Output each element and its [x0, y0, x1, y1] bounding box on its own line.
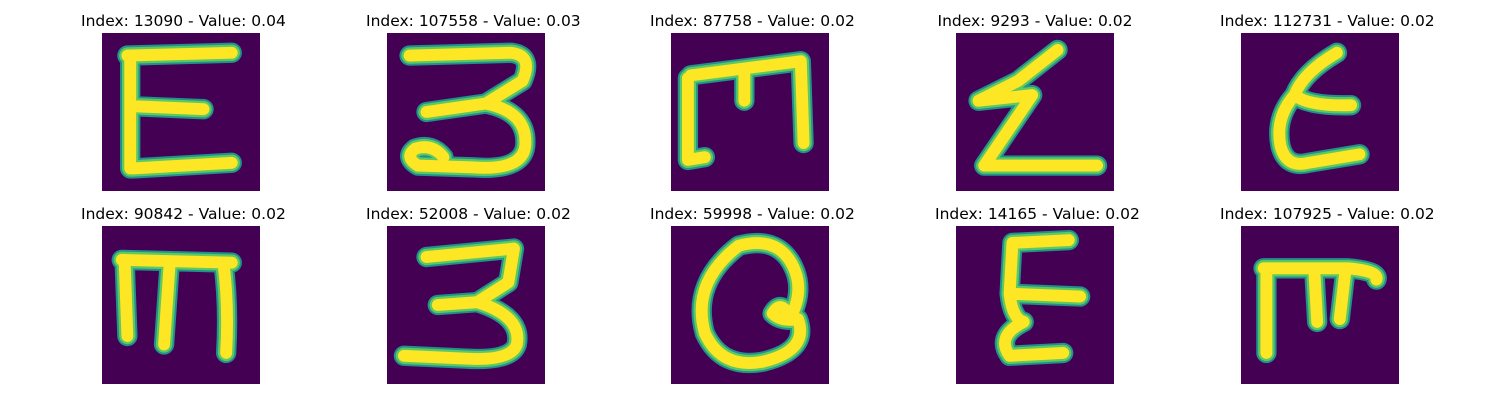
panel-4: Index: 9293 - Value: 0.02: [935, 11, 1135, 191]
letter-image: [956, 226, 1114, 384]
panel-title: Index: 59998 - Value: 0.02: [650, 205, 855, 223]
letter-image: [671, 33, 829, 191]
panel-5: Index: 112731 - Value: 0.02: [1220, 11, 1435, 191]
panel-title: Index: 90842 - Value: 0.02: [81, 205, 286, 223]
panel-title: Index: 107558 - Value: 0.03: [366, 12, 581, 30]
panel-1: Index: 13090 - Value: 0.04: [81, 11, 286, 191]
panel-10: Index: 107925 - Value: 0.02: [1220, 204, 1435, 384]
panel-6: Index: 90842 - Value: 0.02: [81, 204, 286, 384]
letter-image: [387, 33, 545, 191]
letter-image: [1241, 226, 1399, 384]
panel-9: Index: 14165 - Value: 0.02: [935, 204, 1140, 384]
panel-title: Index: 87758 - Value: 0.02: [650, 12, 855, 30]
letter-image: [1241, 33, 1399, 191]
panel-title: Index: 112731 - Value: 0.02: [1220, 12, 1435, 30]
letter-image: [671, 226, 829, 384]
panel-title: Index: 9293 - Value: 0.02: [937, 12, 1133, 30]
panel-title: Index: 13090 - Value: 0.04: [81, 12, 286, 30]
panel-2: Index: 107558 - Value: 0.03: [366, 11, 581, 191]
letter-image: [102, 33, 260, 191]
letter-image: [956, 33, 1114, 191]
panel-8: Index: 59998 - Value: 0.02: [650, 204, 855, 384]
panel-title: Index: 14165 - Value: 0.02: [935, 205, 1140, 223]
panel-title: Index: 107925 - Value: 0.02: [1220, 205, 1435, 223]
panel-7: Index: 52008 - Value: 0.02: [366, 204, 571, 384]
panel-title: Index: 52008 - Value: 0.02: [366, 205, 571, 223]
panel-3: Index: 87758 - Value: 0.02: [650, 11, 855, 191]
letter-image: [102, 226, 260, 384]
letter-image: [387, 226, 545, 384]
